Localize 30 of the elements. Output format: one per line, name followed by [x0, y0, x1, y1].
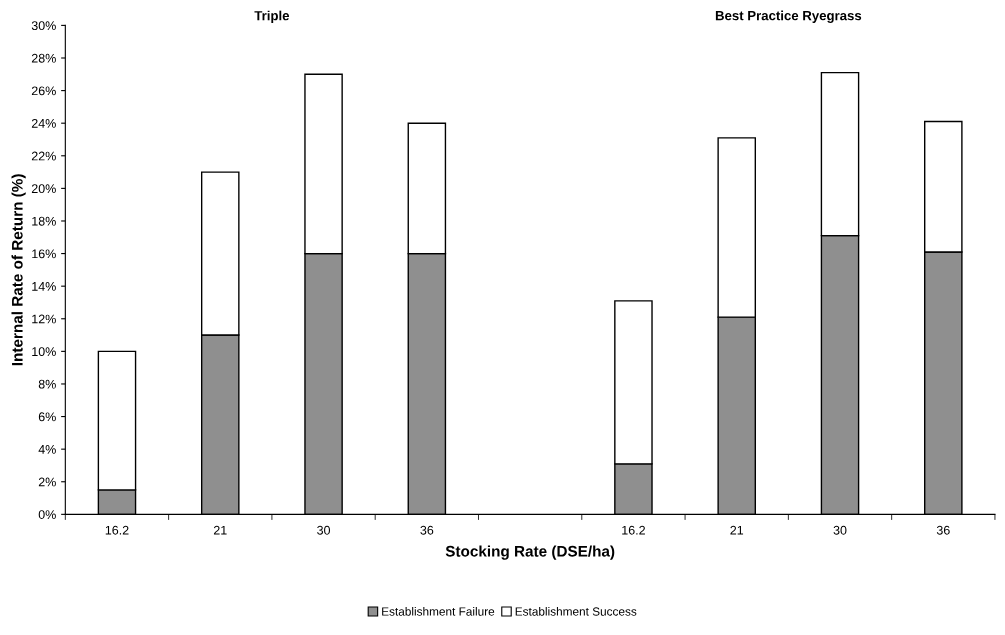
y-tick-label: 14% [32, 282, 56, 291]
y-tick-label: 28% [31, 53, 56, 63]
x-tick-label: 36 [420, 525, 434, 535]
x-tick-label: 16.2 [105, 525, 129, 535]
y-tick-label: 6% [38, 412, 56, 422]
x-tick-label: 30 [317, 525, 331, 535]
text: Triple [254, 10, 290, 23]
x-tick-label: 30 [833, 525, 847, 535]
y-tick-label: 24% [31, 118, 56, 128]
y-tick-label: 22% [31, 151, 56, 161]
x-tick-label: 21 [730, 525, 744, 535]
y-tick-label: 16% [32, 249, 56, 259]
y-tick-label: 2% [38, 477, 56, 487]
x-axis-title: Stocking Rate (DSE/ha) [445, 545, 615, 560]
y-tick-label: 8% [38, 379, 56, 389]
y-tick-label: 18% [32, 216, 56, 226]
x-tick-label: 36 [936, 525, 950, 535]
text: Best Practice Ryegrass [715, 10, 862, 23]
y-tick-label: 12% [32, 314, 56, 324]
y-tick-label: 26% [31, 86, 56, 96]
x-tick-label: 16.2 [622, 525, 645, 535]
legend-label: Establishment Failure [382, 607, 495, 616]
y-tick-label: 20% [31, 184, 56, 194]
y-tick-label: 4% [38, 445, 56, 454]
y-tick-label: 10% [32, 347, 56, 357]
y-axis-title: Internal Rate of Return (%) [11, 174, 26, 366]
y-tick-label: 0% [38, 510, 56, 519]
x-tick-label: 21 [213, 525, 227, 535]
y-tick-label: 30% [31, 21, 56, 31]
legend-label: Establishment Success [515, 607, 637, 616]
